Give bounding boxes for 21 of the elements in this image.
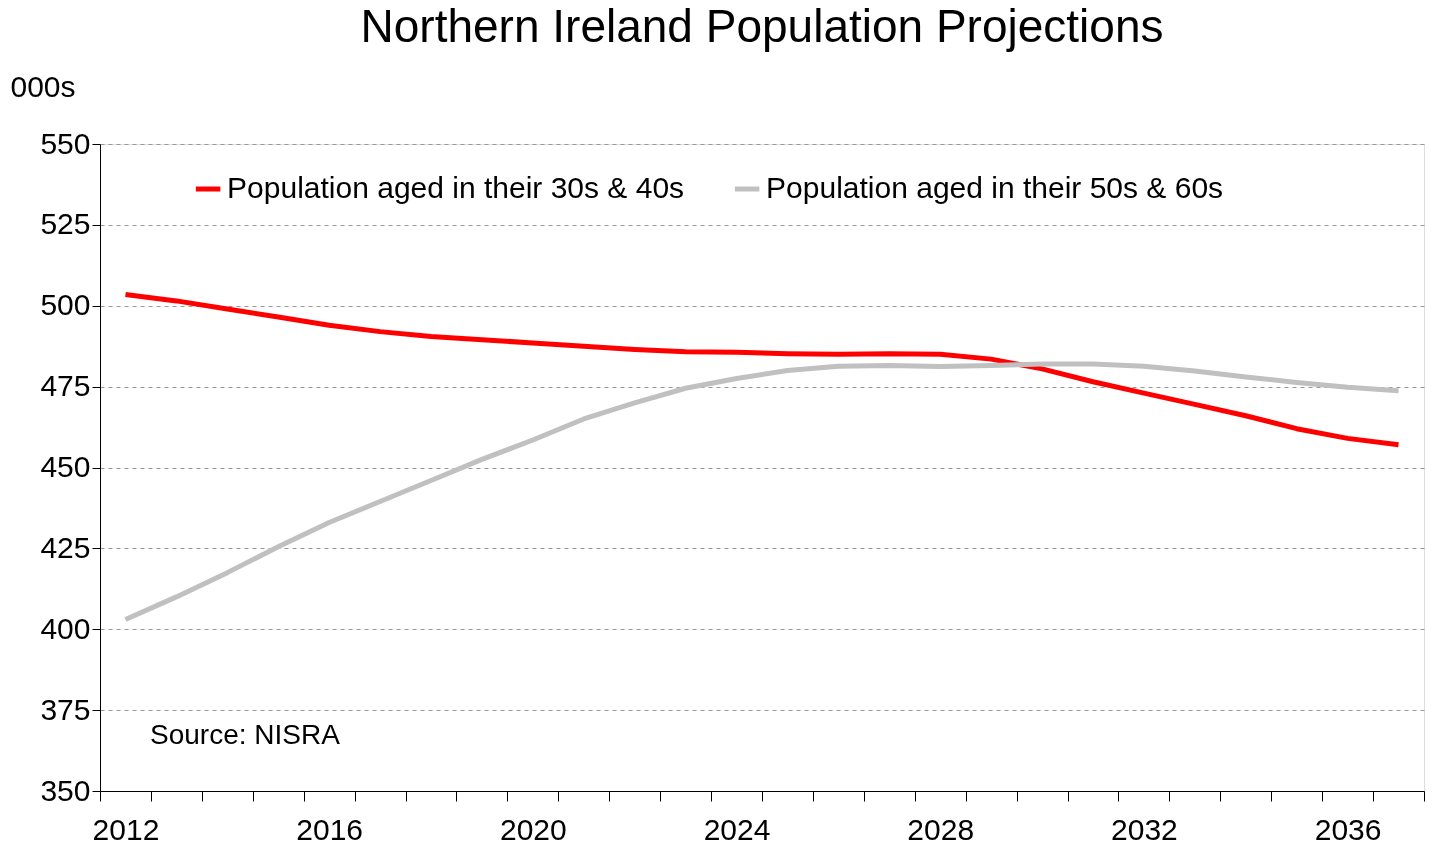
x-tick-label: 2012	[92, 812, 160, 846]
y-tick-label: 450	[40, 450, 91, 483]
x-tick-label: 2028	[907, 812, 975, 846]
legend-label: Population aged in their 30s & 40s	[227, 171, 685, 204]
y-axis-title: 000s	[10, 69, 76, 103]
chart-title: Northern Ireland Population Projections	[360, 0, 1164, 52]
y-tick-label: 350	[40, 773, 91, 807]
legend-label: Population aged in their 50s & 60s	[766, 171, 1224, 204]
x-tick-label: 2024	[703, 812, 771, 846]
y-tick-label: 525	[40, 207, 91, 241]
y-tick-label: 425	[40, 530, 91, 564]
y-tick-label: 400	[40, 611, 91, 645]
x-tick-label: 2036	[1314, 812, 1382, 846]
y-tick-label: 550	[40, 126, 91, 160]
y-tick-label: 500	[40, 288, 91, 322]
x-tick-label: 2020	[499, 812, 567, 846]
x-tick-label: 2032	[1111, 812, 1178, 846]
annotation: Source: NISRA	[150, 719, 341, 751]
x-tick-label: 2016	[296, 812, 364, 846]
y-tick-label: 475	[40, 369, 91, 403]
y-tick-label: 375	[40, 692, 91, 726]
